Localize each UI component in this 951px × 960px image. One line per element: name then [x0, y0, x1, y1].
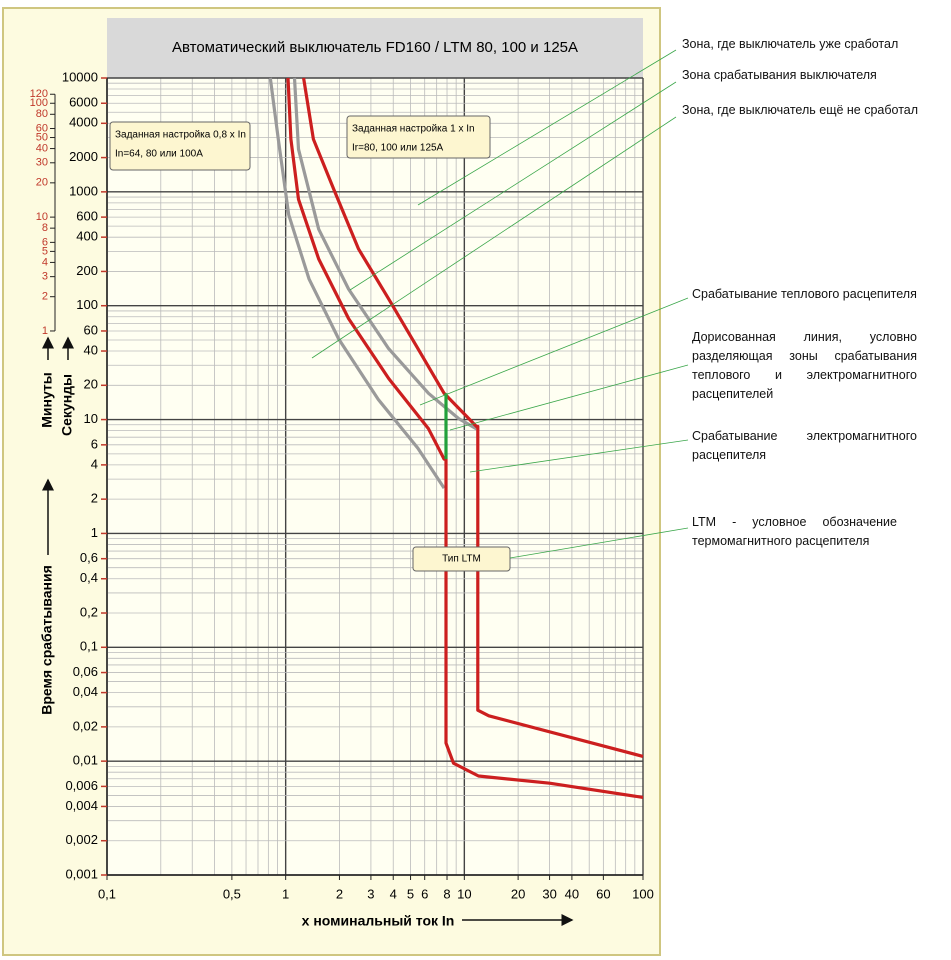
y-tick-label: 6: [91, 436, 98, 451]
curve: [286, 77, 644, 799]
minute-tick-label: 60: [36, 122, 48, 134]
minute-tick-label: 30: [36, 157, 48, 169]
x-axis-label: x номинальный ток In: [302, 913, 455, 929]
y-tick-label: 2: [91, 491, 98, 506]
x-tick-label: 6: [421, 886, 428, 901]
y-tick-label: 0,006: [65, 778, 98, 793]
y-tick-label: 1000: [69, 183, 98, 198]
minute-tick-label: 2: [42, 291, 48, 303]
y-tick-label: 1: [91, 525, 98, 540]
minute-tick-label: 8: [42, 222, 48, 234]
x-tick-label: 4: [390, 886, 397, 901]
minute-tick-label: 4: [42, 256, 48, 268]
y-tick-label: 10000: [62, 69, 98, 84]
curve: [292, 77, 478, 431]
x-tick-label: 20: [511, 886, 525, 901]
note-text: In=64, 80 или 100A: [115, 149, 203, 160]
x-tick-label: 10: [457, 886, 471, 901]
x-tick-label: 0,1: [98, 886, 116, 901]
y-label-minutes: Минуты: [39, 372, 55, 428]
annotation: Зона, где выключатель ещё не сработал: [682, 103, 919, 117]
note-text: Заданная настройка 1 x In: [352, 124, 475, 135]
leader-lines: [311, 49, 689, 559]
minute-tick-label: 6: [42, 236, 48, 248]
x-tick-label: 1: [282, 886, 289, 901]
y-tick-label: 600: [76, 209, 98, 224]
plot-area: [107, 78, 643, 875]
y-tick-label: 100: [76, 297, 98, 312]
note-text: Заданная настройка 0,8 x In: [115, 130, 246, 141]
x-tick-label: 0,5: [223, 886, 241, 901]
x-tick-label: 100: [632, 886, 654, 901]
minute-tick-label: 3: [42, 271, 48, 283]
minute-tick-label: 50: [36, 131, 48, 143]
x-tick-label: 40: [565, 886, 579, 901]
minute-tick-label: 40: [36, 142, 48, 154]
x-tick-label: 2: [336, 886, 343, 901]
x-tick-label: 3: [367, 886, 374, 901]
y-tick-label: 2000: [69, 149, 98, 164]
y-tick-label: 0,2: [80, 604, 98, 619]
annotation: LTM - условное обозначение термомагнитно…: [692, 515, 897, 548]
y-tick-label: 0,4: [80, 570, 98, 585]
minute-tick-label: 5: [42, 245, 48, 257]
y-tick-label: 0,06: [73, 664, 98, 679]
x-tick-label: 5: [407, 886, 414, 901]
title-band: [107, 18, 643, 78]
y-tick-label: 200: [76, 263, 98, 278]
y-tick-label: 40: [84, 342, 98, 357]
y-tick-label: 0,001: [65, 866, 98, 881]
x-tick-label: 8: [443, 886, 450, 901]
y-tick-label: 0,6: [80, 550, 98, 565]
y-tick-label: 400: [76, 229, 98, 244]
y-label-seconds: Секунды: [59, 374, 75, 436]
curve: [268, 77, 446, 489]
annotation: Дорисованная линия, условно разделяющая …: [692, 330, 917, 401]
y-tick-label: 0,01: [73, 753, 98, 768]
y-tick-label: 0,02: [73, 718, 98, 733]
y-tick-label: 0,1: [80, 639, 98, 654]
note-text: Тип LTM: [442, 554, 481, 565]
annotation: Срабатывание теплового расцепителя: [692, 287, 917, 301]
minute-tick-label: 80: [36, 108, 48, 120]
note-box: [412, 546, 511, 572]
note-text: Ir=80, 100 или 125A: [352, 143, 444, 154]
y-tick-label: 0,04: [73, 684, 98, 699]
y-tick-label: 0,002: [65, 832, 98, 847]
y-tick-label: 0,004: [65, 798, 98, 813]
annotation: Зона, где выключатель уже сработал: [682, 37, 899, 51]
minute-tick-label: 20: [36, 177, 48, 189]
curve: [302, 77, 644, 758]
annotation: Срабатывание электромагнитного расцепите…: [692, 429, 917, 462]
y-tick-label: 6000: [69, 95, 98, 110]
y-tick-label: 60: [84, 322, 98, 337]
minute-tick-label: 120: [30, 88, 48, 100]
y-tick-label: 10: [84, 411, 98, 426]
minute-tick-label: 100: [30, 97, 48, 109]
note-box: [109, 121, 251, 171]
y-tick-label: 4: [91, 456, 98, 471]
chart-title: Автоматический выключатель FD160 / LTM 8…: [172, 39, 578, 56]
x-tick-label: 30: [542, 886, 556, 901]
x-tick-label: 60: [596, 886, 610, 901]
minute-tick-label: 10: [36, 211, 48, 223]
y-tick-label: 20: [84, 377, 98, 392]
note-box: [346, 115, 491, 159]
minute-tick-label: 1: [42, 325, 48, 337]
y-axis-label: Время срабатывания: [39, 565, 55, 715]
annotation: Зона срабатывания выключателя: [682, 68, 877, 82]
y-tick-label: 4000: [69, 115, 98, 130]
